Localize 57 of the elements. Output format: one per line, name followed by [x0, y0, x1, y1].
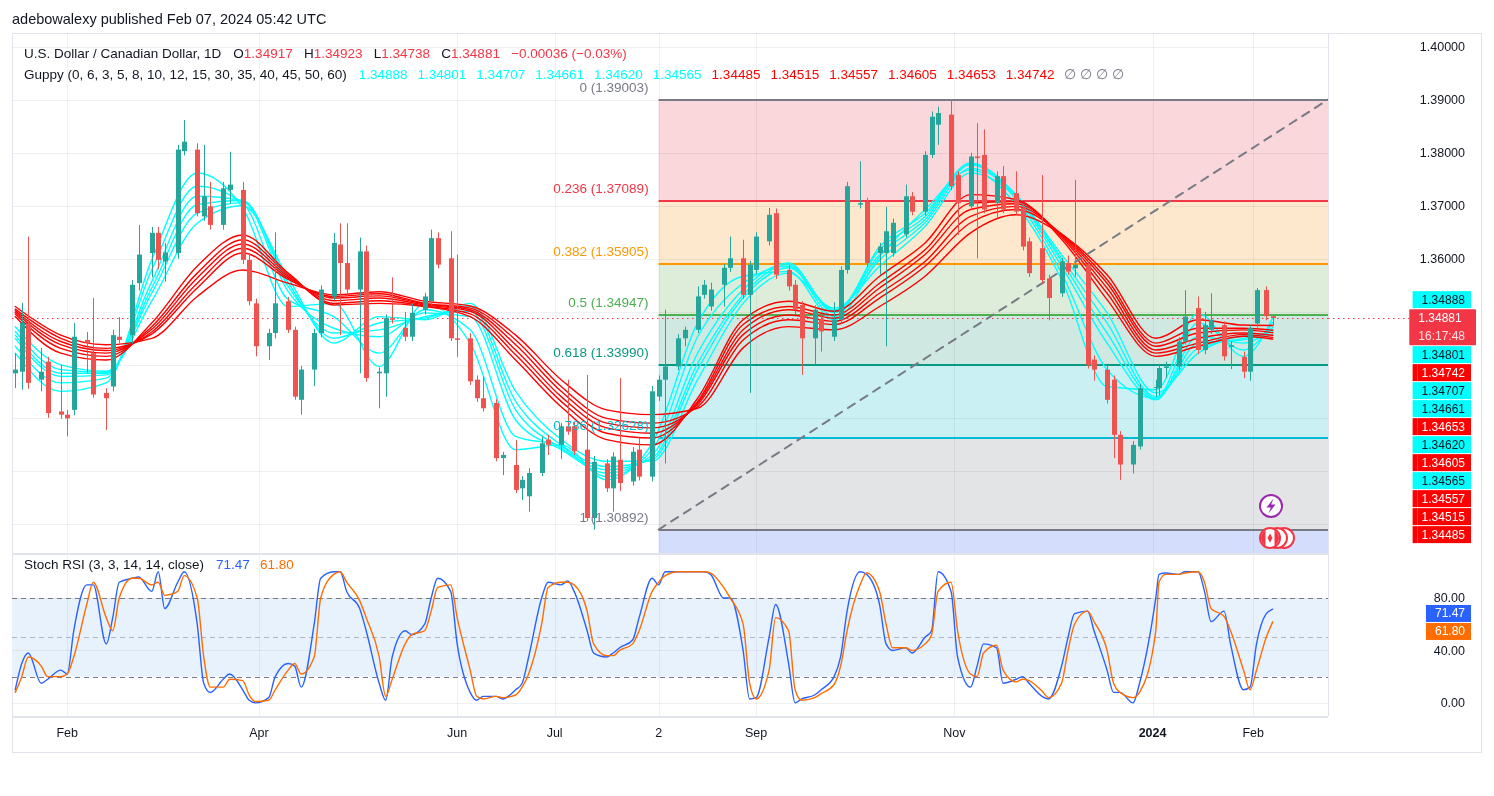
- text: 1.34742: [1005, 67, 1055, 82]
- text: 1.34707: [476, 67, 526, 82]
- legend-label: 1.34801: [1421, 347, 1466, 362]
- ref-line-label: 0.618 (1.33990): [553, 345, 649, 360]
- legend-label: 1.34661: [1421, 401, 1466, 416]
- text: 71.47: [216, 556, 250, 572]
- x-tick-label: 2024: [1138, 726, 1167, 740]
- text: 1.34557: [829, 67, 879, 82]
- x-tick-label: Jul: [546, 726, 563, 740]
- ref-line-label: 1.34881 16:17:48: [1418, 310, 1466, 343]
- legend-label: 1.34707: [1421, 383, 1466, 398]
- ref-line-label: 0.5 (1.34947): [568, 295, 649, 310]
- text: 1.34653: [946, 67, 996, 82]
- text: 1.34515: [770, 67, 820, 82]
- text: 1.34801: [417, 67, 467, 82]
- legend-label: 71.47: [1434, 606, 1466, 621]
- legend-label: 1.34515: [1421, 509, 1466, 524]
- legend-label: 1.34557: [1421, 491, 1466, 506]
- legend-label: 1.34888: [1421, 292, 1466, 307]
- annotation: ∅ ∅ ∅ ∅: [1064, 67, 1124, 82]
- legend-label: 1.34742: [1421, 365, 1466, 380]
- text: 1.34605: [888, 67, 937, 82]
- x-tick-label: 2: [655, 726, 663, 740]
- x-tick-label: Apr: [249, 726, 269, 740]
- legend-label: 1.34485: [1421, 527, 1466, 542]
- text: O1.34917 H1.34923 L1.34738 C1.34881 −0.00036 (−0.03%): [233, 46, 627, 61]
- ref-line-label: 0 (1.39003): [579, 80, 649, 95]
- legend-label: 1.34565: [1421, 473, 1466, 488]
- legend-label: 1.34653: [1421, 419, 1466, 434]
- legend-label: 1.34605: [1421, 455, 1466, 470]
- text: 1.34888: [358, 67, 408, 82]
- y-tick-label: 0.00: [1440, 696, 1466, 711]
- legend-label: 1.34620: [1421, 437, 1466, 452]
- x-tick-label: Feb: [1242, 726, 1265, 740]
- text: adebowalexy published Feb 07, 2024 05:42 UTC: [12, 11, 327, 27]
- y-tick-label: 1.39000: [1419, 93, 1466, 108]
- text: 61.80: [259, 556, 294, 572]
- x-tick-label: Sep: [744, 726, 768, 740]
- text: U.S. Dollar / Canadian Dollar, 1D: [24, 46, 222, 61]
- y-tick-label: 1.38000: [1419, 146, 1466, 161]
- y-tick-label: 1.40000: [1419, 40, 1466, 55]
- chart-title: Stoch RSI (3, 3, 14, 14, close): [24, 556, 205, 572]
- x-tick-label: Nov: [943, 726, 967, 740]
- x-tick-label: Jun: [447, 726, 468, 740]
- y-tick-label: 1.37000: [1419, 199, 1466, 214]
- text: 1.34620: [593, 67, 643, 82]
- ref-line-label: 0.236 (1.37089): [553, 181, 649, 196]
- text: 1.34661: [535, 67, 584, 82]
- y-tick-label: 1.36000: [1419, 252, 1466, 267]
- y-tick-label: 80.00: [1433, 591, 1466, 606]
- y-tick-label: 40.00: [1433, 643, 1466, 658]
- ref-line-label: 0.382 (1.35905): [553, 244, 649, 259]
- text: 1.34565: [652, 67, 702, 82]
- legend-title: Guppy (0, 6, 3, 5, 8, 10, 12, 15, 30, 35, 40, 45, 50, 60): [24, 67, 347, 82]
- text: 1.34485: [711, 67, 761, 82]
- legend-label: 61.80: [1434, 624, 1466, 639]
- x-tick-label: Feb: [56, 726, 79, 740]
